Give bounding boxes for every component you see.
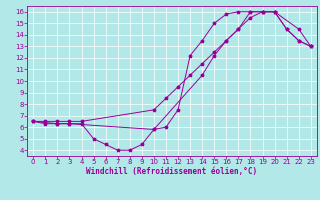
X-axis label: Windchill (Refroidissement éolien,°C): Windchill (Refroidissement éolien,°C) [86, 167, 258, 176]
